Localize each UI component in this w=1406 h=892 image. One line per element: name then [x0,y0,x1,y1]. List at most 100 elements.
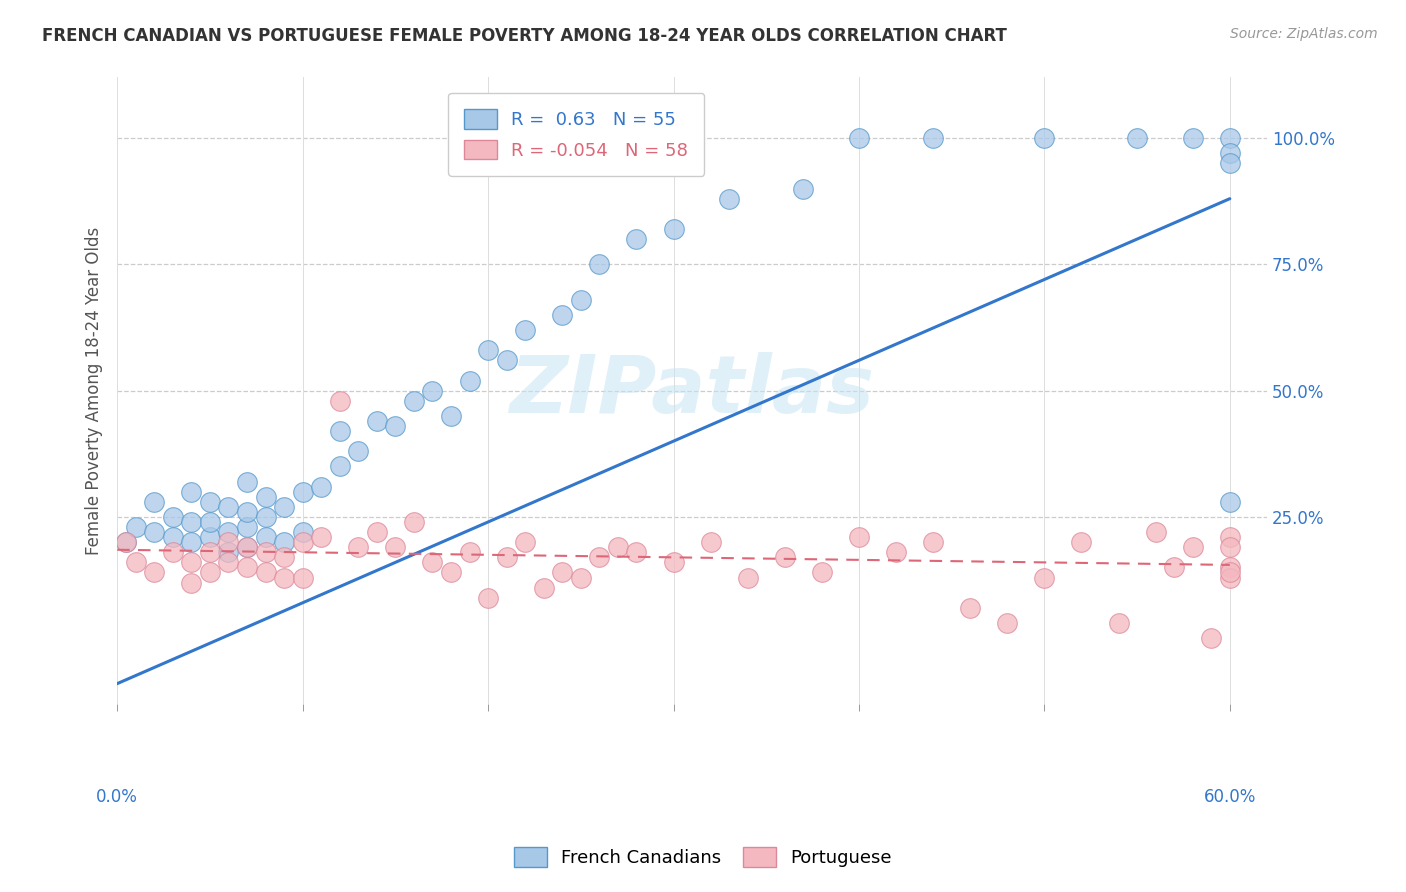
Point [347,444,370,458]
Point [959,600,981,615]
Point [329,393,352,408]
Legend: French Canadians, Portuguese: French Canadians, Portuguese [508,839,898,874]
Point [115,535,138,549]
Point [1219,530,1241,544]
Text: FRENCH CANADIAN VS PORTUGUESE FEMALE POVERTY AMONG 18-24 YEAR OLDS CORRELATION C: FRENCH CANADIAN VS PORTUGUESE FEMALE POV… [42,27,1007,45]
Point [1163,560,1185,574]
Point [495,550,517,565]
Point [1219,566,1241,580]
Point [422,384,444,398]
Point [198,566,221,580]
Text: ZIPatlas: ZIPatlas [509,351,875,430]
Point [180,555,202,569]
Point [477,591,499,605]
Point [236,520,259,534]
Point [125,555,148,569]
Point [848,530,870,544]
Point [180,484,202,499]
Point [1033,131,1056,145]
Point [115,535,138,549]
Point [606,540,628,554]
Point [291,535,314,549]
Point [440,409,463,423]
Point [458,374,481,388]
Point [1219,146,1241,161]
Point [662,222,685,236]
Point [198,545,221,559]
Point [329,424,352,438]
Point [291,525,314,540]
Point [198,515,221,529]
Point [440,566,463,580]
Point [180,575,202,590]
Point [180,535,202,549]
Point [162,545,184,559]
Point [162,530,184,544]
Point [291,484,314,499]
Point [718,192,741,206]
Point [1219,131,1241,145]
Point [366,414,388,428]
Point [515,535,537,549]
Y-axis label: Female Poverty Among 18-24 Year Olds: Female Poverty Among 18-24 Year Olds [86,227,103,555]
Point [458,545,481,559]
Point [551,308,574,322]
Point [495,353,517,368]
Point [236,505,259,519]
Point [254,530,277,544]
Point [273,570,295,584]
Point [143,495,166,509]
Point [569,293,592,307]
Point [422,555,444,569]
Point [626,232,648,246]
Point [1144,525,1167,540]
Point [384,540,406,554]
Point [309,480,332,494]
Point [1126,131,1149,145]
Point [588,550,610,565]
Point [180,515,202,529]
Point [273,550,295,565]
Point [273,500,295,514]
Point [254,490,277,504]
Point [236,540,259,554]
Point [402,393,425,408]
Point [217,555,239,569]
Point [1219,540,1241,554]
Point [626,545,648,559]
Point [477,343,499,358]
Text: Source: ZipAtlas.com: Source: ZipAtlas.com [1230,27,1378,41]
Point [236,540,259,554]
Text: 0.0%: 0.0% [96,789,138,806]
Point [254,510,277,524]
Point [402,515,425,529]
Point [1199,631,1222,645]
Point [1219,570,1241,584]
Point [1181,131,1204,145]
Point [1070,535,1092,549]
Point [236,560,259,574]
Point [198,530,221,544]
Point [1219,560,1241,574]
Point [217,545,239,559]
Point [217,500,239,514]
Point [366,525,388,540]
Point [329,459,352,474]
Point [569,570,592,584]
Point [236,475,259,489]
Point [384,419,406,434]
Point [254,545,277,559]
Point [291,570,314,584]
Point [792,181,814,195]
Point [309,530,332,544]
Point [273,535,295,549]
Point [662,555,685,569]
Point [884,545,907,559]
Point [162,510,184,524]
Point [737,570,759,584]
Point [1219,495,1241,509]
Point [922,535,945,549]
Text: 60.0%: 60.0% [1204,789,1256,806]
Legend: R =  0.63   N = 55, R = -0.054   N = 58: R = 0.63 N = 55, R = -0.054 N = 58 [449,93,704,176]
Point [347,540,370,554]
